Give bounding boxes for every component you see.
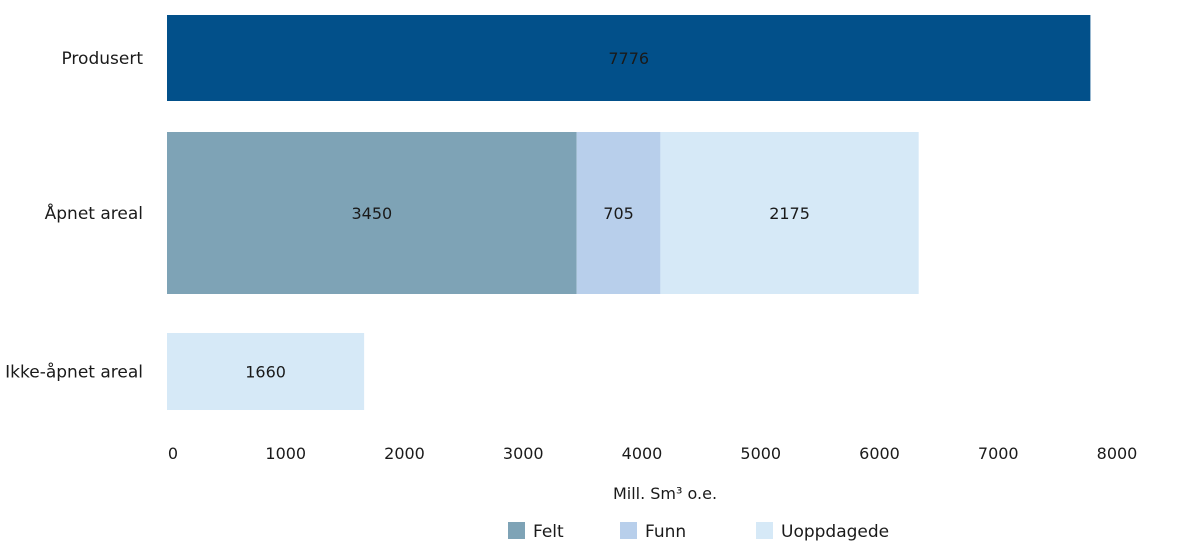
x-tick-label: 5000 [740, 444, 781, 463]
bar-produsert-total [167, 15, 1091, 101]
x-tick-label: 2000 [384, 444, 425, 463]
data-label-pnet-areal-funn: 705 [603, 204, 634, 223]
category-label-pnet-areal: Åpnet areal [45, 202, 143, 224]
x-tick-labels-group: 0 1000 2000 3000 4000 5000 6000 7000 8000 [168, 444, 1137, 463]
bar-pnet-areal-felt [167, 132, 577, 294]
legend: Felt Funn Uoppdagede [508, 522, 889, 542]
legend-label-uoppdagede: Uoppdagede [781, 522, 889, 542]
x-tick-label: 8000 [1097, 444, 1138, 463]
legend-label-funn: Funn [645, 522, 686, 542]
bar-pnet-areal-uoppdagede [660, 132, 919, 294]
bars-group [167, 15, 1091, 410]
legend-swatch-uoppdagede [756, 522, 773, 539]
bar-pnet-areal-funn [576, 132, 661, 294]
data-label-pnet-areal-uoppdagede: 2175 [769, 204, 810, 223]
data-label-pnet-areal-felt: 3450 [351, 204, 392, 223]
x-tick-label: 0 [168, 444, 178, 463]
x-tick-label: 1000 [265, 444, 306, 463]
category-label-produsert: Produsert [61, 49, 143, 69]
category-label-ikke-pnet-areal: Ikke-åpnet areal [5, 362, 143, 383]
legend-swatch-funn [620, 522, 637, 539]
category-labels-group: Produsert Åpnet areal Ikke-åpnet areal [5, 49, 143, 383]
data-label-ikke-pnet-areal-uoppdagede: 1660 [245, 363, 286, 382]
x-tick-label: 6000 [859, 444, 900, 463]
legend-swatch-felt [508, 522, 525, 539]
x-tick-label: 4000 [622, 444, 663, 463]
bar-ikke-pnet-areal-uoppdagede [167, 333, 365, 410]
x-tick-label: 7000 [978, 444, 1019, 463]
legend-label-felt: Felt [533, 522, 564, 542]
data-label-produsert-total: 7776 [608, 49, 649, 68]
data-labels-group: 7776 3450 705 2175 1660 [245, 49, 810, 382]
x-tick-label: 3000 [503, 444, 544, 463]
x-axis-title: Mill. Sm³ o.e. [613, 484, 717, 503]
